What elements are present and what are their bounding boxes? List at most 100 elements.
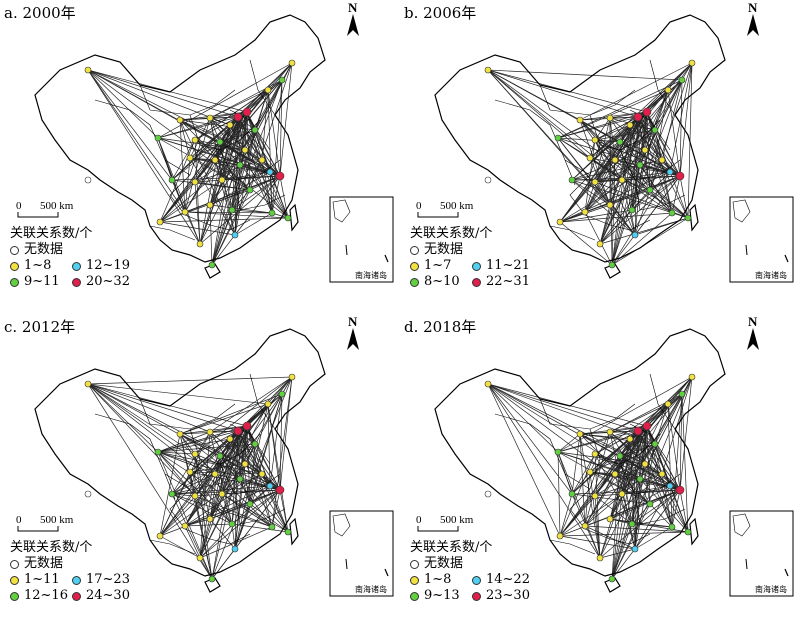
city-node (606, 114, 614, 122)
link-line (279, 79, 283, 177)
link-line (621, 438, 631, 495)
city-node (642, 107, 652, 117)
link-line (579, 119, 673, 214)
link-line (687, 62, 693, 219)
inset-label: 南海诸岛 (755, 585, 787, 594)
link-line (184, 157, 191, 213)
legend-item: 1~7 (410, 258, 472, 274)
link-line (584, 525, 689, 533)
link-line (87, 69, 248, 113)
legend: 关联关系数/个 无数据 1~8 14~22 9~13 23~30 (410, 540, 534, 604)
link-line (221, 493, 289, 533)
link-line (619, 141, 671, 173)
legend-no-data: 无数据 (10, 556, 134, 572)
link-line (579, 433, 651, 505)
link-line (157, 137, 251, 191)
link-line (209, 493, 223, 520)
link-line (594, 139, 636, 236)
link-line (157, 137, 271, 173)
link-line (614, 159, 673, 214)
link-line (184, 485, 271, 527)
link-line (194, 453, 281, 491)
city-node (576, 430, 584, 438)
link-line (619, 455, 641, 480)
link-line (159, 221, 236, 236)
city-node (176, 430, 184, 438)
link-line (234, 164, 241, 236)
link-line (589, 157, 673, 214)
link-line (157, 425, 248, 453)
link-line (159, 175, 281, 223)
link-line (584, 149, 646, 213)
link-line (679, 489, 689, 533)
link-line (87, 383, 248, 427)
link-line (594, 495, 633, 525)
link-line (209, 518, 236, 550)
link-line (179, 119, 246, 151)
link-line (619, 443, 656, 457)
city-node (156, 218, 164, 226)
link-line (234, 212, 273, 236)
link-line (87, 383, 269, 405)
city-node (664, 86, 672, 94)
link-line (87, 383, 239, 432)
legend-item: 1~8 (10, 258, 72, 274)
link-line (221, 179, 233, 211)
link-line (637, 116, 673, 214)
city-node (636, 475, 644, 483)
link-line (189, 471, 281, 491)
city-node (216, 138, 224, 146)
link-line (631, 175, 681, 211)
legend-item: 11~21 (472, 258, 534, 274)
link-line (649, 503, 673, 528)
link-line (589, 62, 693, 159)
link-line (571, 453, 596, 495)
link-line (194, 376, 293, 455)
city-node (251, 440, 259, 448)
city-node (591, 136, 599, 144)
link-line (261, 473, 289, 533)
legend-label-l4: 23~30 (486, 588, 530, 603)
link-line (681, 393, 689, 533)
link-line (179, 119, 186, 213)
city-node (246, 500, 254, 508)
city-node (591, 450, 599, 458)
link-line (646, 425, 663, 475)
link-line (171, 493, 213, 580)
link-line (171, 485, 271, 495)
link-line (599, 175, 681, 245)
link-line (611, 430, 639, 580)
link-line (557, 451, 573, 495)
link-line (269, 171, 289, 219)
link-line (209, 79, 283, 119)
link-line (209, 164, 241, 206)
china-map (17, 328, 394, 597)
no-data-icon (10, 559, 19, 569)
city-node (618, 176, 626, 184)
legend-label-l4: 22~31 (486, 274, 530, 289)
link-line (611, 489, 681, 580)
china-map (17, 14, 394, 283)
legend-title: 关联关系数/个 (10, 540, 93, 555)
link-line (634, 485, 671, 550)
link-line (87, 69, 201, 245)
link-line (209, 79, 283, 206)
link-line (634, 116, 639, 236)
link-line (279, 62, 293, 177)
link-line (279, 489, 289, 533)
link-line (487, 383, 648, 427)
city-node (651, 440, 659, 448)
link-line (559, 535, 636, 550)
city-node (233, 112, 243, 122)
panel-title: d. 2018年 (404, 318, 477, 336)
legend-item: 23~30 (472, 588, 534, 604)
north-label: N (348, 0, 358, 15)
link-line (661, 376, 693, 475)
link-line (209, 117, 289, 219)
link-line (157, 116, 239, 139)
link-line (611, 159, 616, 266)
link-line (157, 430, 239, 453)
link-line (594, 181, 636, 236)
link-line (559, 221, 613, 266)
legend-no-data: 无数据 (410, 242, 534, 258)
